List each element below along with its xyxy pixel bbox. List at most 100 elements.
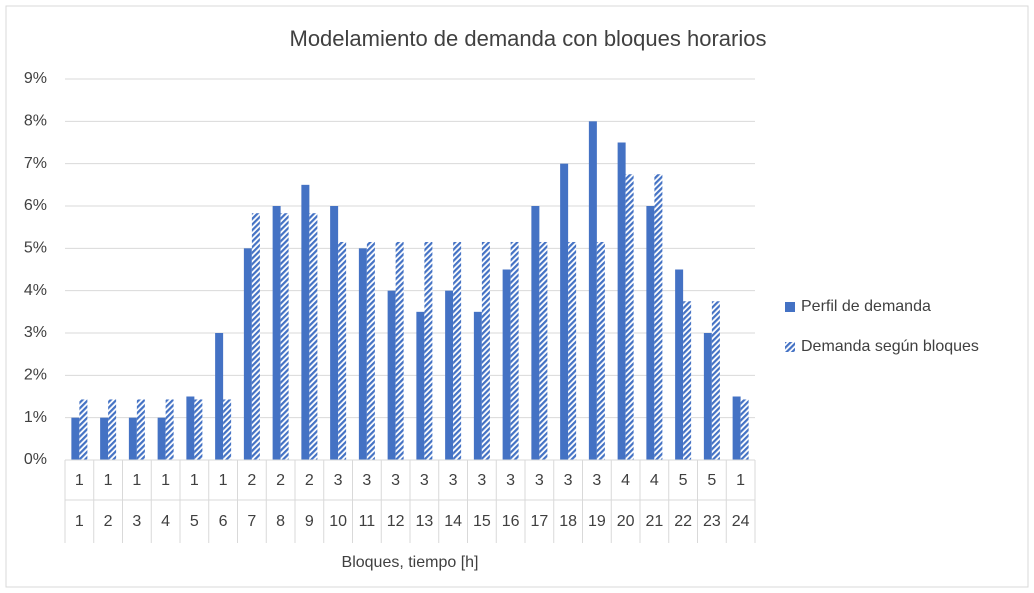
block-label: 3: [420, 472, 429, 489]
bar: [740, 399, 749, 460]
legend-swatch: [785, 302, 795, 312]
block-label: 1: [219, 472, 228, 489]
bar: [100, 417, 109, 460]
y-tick-label: 0%: [24, 451, 47, 468]
x-tick-label: 21: [645, 513, 663, 530]
x-tick-label: 15: [473, 513, 491, 530]
x-tick-label: 9: [305, 513, 314, 530]
bar: [280, 213, 289, 460]
y-tick-label: 5%: [24, 240, 47, 257]
x-tick-label: 22: [674, 513, 692, 530]
block-label: 1: [736, 472, 745, 489]
block-label: 3: [564, 472, 573, 489]
x-tick-label: 20: [617, 513, 635, 530]
bar: [338, 241, 347, 460]
x-tick-label: 5: [190, 513, 199, 530]
bar: [531, 206, 540, 460]
bar: [194, 399, 203, 460]
block-label: 3: [592, 472, 601, 489]
bar: [646, 206, 655, 460]
x-axis-label: Bloques, tiempo [h]: [342, 554, 479, 571]
bar: [683, 301, 692, 460]
x-tick-label: 2: [104, 513, 113, 530]
block-label: 1: [104, 472, 113, 489]
bar: [136, 399, 145, 460]
block-label: 3: [477, 472, 486, 489]
block-label: 1: [190, 472, 199, 489]
bar: [568, 241, 577, 460]
block-label: 3: [391, 472, 400, 489]
y-tick-label: 3%: [24, 324, 47, 341]
block-label: 2: [305, 472, 314, 489]
block-label: 2: [247, 472, 256, 489]
x-tick-label: 4: [161, 513, 170, 530]
x-tick-label: 12: [387, 513, 405, 530]
bar: [510, 241, 519, 460]
block-label: 1: [75, 472, 84, 489]
bar: [215, 333, 224, 460]
bar: [358, 248, 367, 460]
x-tick-label: 13: [415, 513, 433, 530]
bar: [387, 290, 396, 460]
x-tick-label: 14: [444, 513, 462, 530]
x-tick-label: 17: [530, 513, 548, 530]
bar: [416, 311, 425, 460]
y-tick-label: 4%: [24, 282, 47, 299]
bar: [732, 396, 741, 460]
bar: [445, 290, 454, 460]
block-label: 4: [650, 472, 659, 489]
x-tick-label: 7: [247, 513, 256, 530]
block-label: 1: [161, 472, 170, 489]
x-tick-label: 18: [559, 513, 577, 530]
bar: [251, 213, 260, 460]
x-tick-label: 3: [132, 513, 141, 530]
bar: [128, 417, 137, 460]
block-label: 1: [132, 472, 141, 489]
y-tick-label: 7%: [24, 155, 47, 172]
bar: [711, 301, 720, 460]
block-label: 2: [276, 472, 285, 489]
block-label: 5: [707, 472, 716, 489]
block-label: 5: [679, 472, 688, 489]
bar: [560, 163, 569, 460]
bar: [243, 248, 252, 460]
bar: [424, 241, 433, 460]
legend-label: Perfil de demanda: [801, 298, 931, 315]
bar: [703, 333, 712, 460]
bar: [473, 311, 482, 460]
y-tick-label: 1%: [24, 409, 47, 426]
bar: [625, 174, 634, 460]
x-tick-label: 8: [276, 513, 285, 530]
x-tick-label: 23: [703, 513, 721, 530]
bar: [309, 213, 318, 460]
bar: [330, 206, 339, 460]
bar: [301, 184, 310, 461]
y-tick-label: 2%: [24, 367, 47, 384]
bar: [165, 399, 174, 460]
bar: [617, 142, 626, 460]
x-tick-label: 10: [329, 513, 347, 530]
legend-label: Demanda según bloques: [801, 338, 979, 355]
bar: [481, 241, 490, 460]
bar: [223, 399, 232, 460]
bar: [654, 174, 663, 460]
bar: [539, 241, 548, 460]
bar: [596, 241, 605, 460]
x-tick-label: 16: [502, 513, 520, 530]
bar: [588, 121, 597, 460]
chart-title: Modelamiento de demanda con bloques hora…: [290, 26, 767, 51]
block-label: 3: [449, 472, 458, 489]
block-label: 3: [535, 472, 544, 489]
x-tick-label: 1: [75, 513, 84, 530]
y-tick-label: 9%: [24, 70, 47, 87]
bar: [71, 417, 80, 460]
block-label: 3: [362, 472, 371, 489]
x-tick-label: 19: [588, 513, 606, 530]
bar: [395, 241, 404, 460]
bar: [453, 241, 462, 460]
x-tick-label: 6: [219, 513, 228, 530]
block-label: 4: [621, 472, 630, 489]
bar: [108, 399, 117, 460]
bar: [502, 269, 511, 460]
